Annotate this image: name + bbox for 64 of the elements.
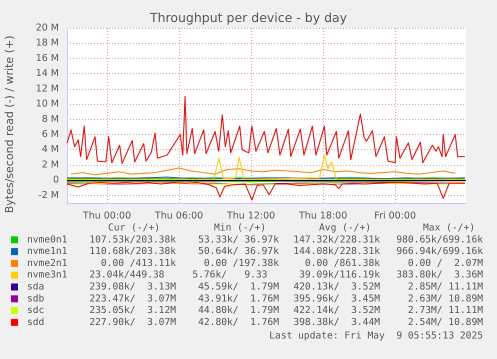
y-tick-label: 4 M	[42, 144, 59, 156]
text: 239.08k/ 3.13M	[89, 282, 176, 292]
y-tick-label: 0	[52, 174, 59, 186]
legend-label: nvme2n1	[27, 258, 68, 269]
text: 0.00 /861.38k	[304, 258, 380, 269]
text: 53.33k/ 36.97k	[198, 234, 280, 246]
text: 398.38k/ 3.44M	[293, 316, 380, 328]
text: Min (-/+)	[214, 222, 266, 234]
text: Avg (-/+)	[319, 222, 371, 234]
text: 42.80k/ 1.76M	[198, 316, 280, 328]
text: Max (-/+)	[423, 222, 475, 234]
y-axis-title: Bytes/second read (-) / write (+)	[3, 35, 16, 214]
legend-label: nvme1n1	[27, 246, 68, 258]
text: 50.64k/ 36.97k	[198, 246, 280, 258]
y-tick-label: 10 M	[36, 98, 59, 110]
text: 110.68k/203.38k	[89, 246, 176, 258]
y-tick-label: 8 M	[42, 114, 59, 125]
legend-label: sda	[27, 282, 44, 292]
text: 422.14k/ 3.52M	[293, 305, 380, 316]
x-tick-label: Thu 06:00	[154, 210, 204, 222]
text: Cur (-/+)	[108, 222, 160, 234]
y-tick-label: 12 M	[36, 83, 59, 94]
text: 45.59k/ 1.79M	[198, 282, 280, 292]
text: 2.85M/ 11.11M	[408, 282, 484, 292]
text: 2.73M/ 11.11M	[408, 305, 484, 316]
text: 227.90k/ 3.07M	[89, 316, 176, 328]
text: 39.09k/116.19k	[299, 270, 380, 281]
text: 383.80k/ 3.36M	[396, 270, 484, 281]
text: 107.53k/203.38k	[89, 234, 176, 246]
legend-label: nvme3n1	[27, 270, 68, 281]
text: 0.00 /197.38k	[204, 258, 280, 269]
x-tick-label: Fri 00:00	[374, 210, 416, 222]
y-tick-label: -2 M	[38, 190, 59, 201]
y-tick-label: 18 M	[36, 38, 59, 49]
x-tick-label: Thu 00:00	[82, 210, 132, 222]
text: 44.80k/ 1.79M	[198, 305, 280, 316]
y-tick-label: 6 M	[42, 129, 59, 140]
text: 5.76k/ 9.33	[192, 270, 279, 281]
text: 147.32k/228.31k	[293, 234, 380, 246]
legend-label: sdb	[27, 293, 45, 304]
text: 223.47k/ 3.07M	[89, 293, 176, 304]
text: 0.00 / 2.07M	[408, 258, 484, 269]
text: 144.08k/228.31k	[293, 246, 380, 258]
text: 23.04k/449.38	[89, 270, 176, 281]
legend-label: sdc	[27, 305, 44, 316]
chart-title: Throughput per device - by day	[148, 10, 348, 25]
legend-label: sdd	[27, 316, 44, 328]
y-tick-label: 20 M	[36, 22, 59, 34]
text: 2.63M/ 10.89M	[408, 293, 484, 304]
y-tick-label: 16 M	[36, 52, 59, 64]
text: 2.54M/ 10.89M	[408, 316, 484, 328]
text: 966.94k/699.16k	[396, 246, 484, 258]
y-tick-label: 14 M	[36, 68, 59, 80]
text: 43.91k/ 1.76M	[198, 293, 280, 304]
text: 395.96k/ 3.45M	[293, 293, 380, 304]
x-tick-label: Thu 12:00	[226, 210, 276, 222]
legend-label: nvme0n1	[27, 234, 68, 246]
text: Last update: Fri May 9 05:55:13 2025	[269, 330, 483, 342]
y-tick-label: 2 M	[42, 159, 59, 170]
text: 235.05k/ 3.12M	[89, 305, 176, 316]
text: 980.65k/699.16k	[396, 234, 484, 246]
x-tick-label: Thu 18:00	[298, 210, 348, 222]
text: 0.00 /413.11k	[100, 258, 176, 269]
text: 420.13k/ 3.52M	[293, 282, 380, 292]
